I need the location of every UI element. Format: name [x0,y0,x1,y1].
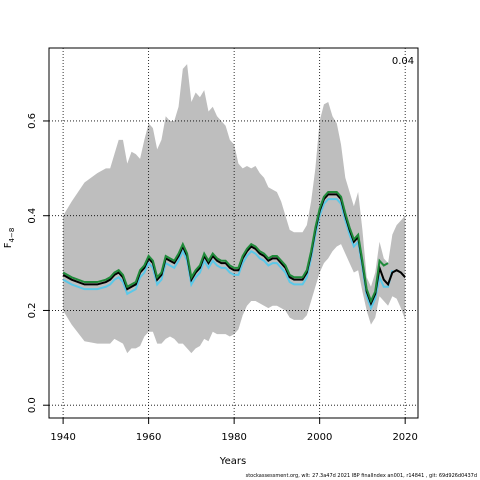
series-line [62,198,394,311]
x-tick-label: 1960 [136,432,161,443]
y-axis-label: F4−8 [3,228,16,249]
x-tick-label: 2020 [392,432,417,443]
y-tick-label: 0.0 [27,397,38,413]
y-label-subscript: 4−8 [8,228,16,243]
y-label-main: F [3,242,14,248]
footer: stockassessment.org, wlt: 27.3a47d 2021 … [246,473,477,479]
y-tick-label: 0.6 [27,113,38,129]
x-tick-label: 1940 [50,432,75,443]
corner-label: 0.04 [392,56,414,67]
x-tick-label: 2000 [307,432,332,443]
series-line [62,191,389,304]
x-tick-label: 1980 [221,432,246,443]
plot-frame [48,47,419,419]
x-axis-label: Years [219,456,246,467]
y-tick-label: 0.4 [27,208,38,224]
y-tick-label: 0.2 [27,303,38,319]
confidence-band [63,64,406,354]
